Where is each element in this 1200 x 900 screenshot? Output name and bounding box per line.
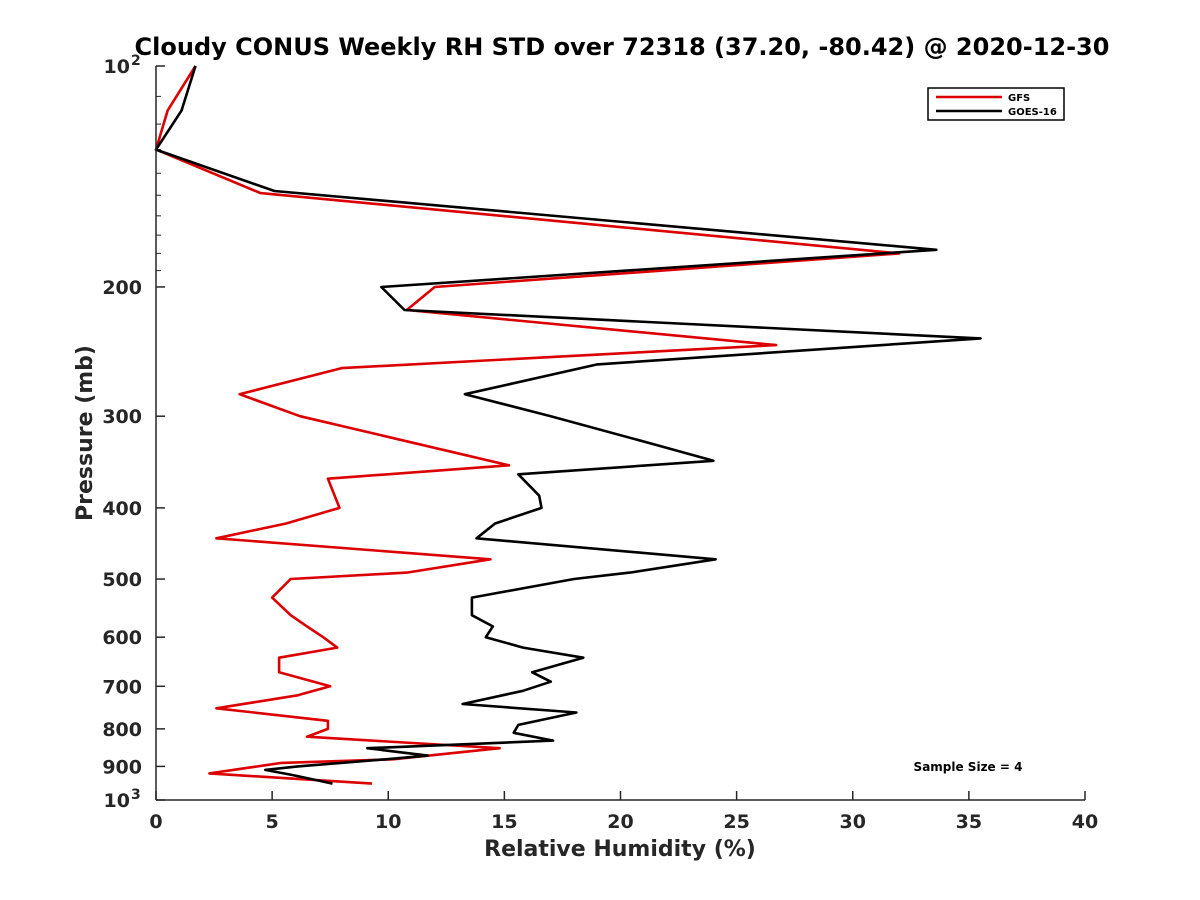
y-tick-label: 500 [102, 569, 142, 591]
plot-background [156, 66, 1085, 800]
x-tick-label: 40 [1072, 811, 1098, 833]
y-tick-label: 900 [102, 756, 142, 778]
legend-box [927, 87, 1065, 121]
x-axis-label: Relative Humidity (%) [484, 837, 756, 862]
x-tick-label: 15 [491, 811, 517, 833]
x-tick-label: 10 [375, 811, 401, 833]
legend: GFS GOES-16 [927, 87, 1065, 121]
plot-area [156, 66, 1085, 800]
x-axis-ticks: 0 5 10 15 20 25 30 35 40 [149, 791, 1098, 833]
sample-size-annotation: Sample Size = 4 [914, 760, 1023, 774]
y-tick-label: 400 [102, 498, 142, 520]
series-layer [154, 65, 982, 785]
y-tick-label: 800 [102, 719, 142, 741]
x-tick-label: 25 [723, 811, 749, 833]
y-tick-exponent: 2 [131, 53, 141, 69]
y-tick-exponent: 3 [131, 787, 141, 803]
x-tick-label: 0 [149, 811, 162, 833]
y-tick-label: 700 [102, 676, 142, 698]
axes-lines [155, 66, 1085, 801]
x-tick-label: 30 [840, 811, 866, 833]
y-tick-label: 10 [104, 790, 130, 812]
x-tick-label: 20 [607, 811, 633, 833]
x-tick-label: 5 [266, 811, 279, 833]
series-line-goes16 [154, 65, 982, 785]
x-tick-label: 35 [956, 811, 982, 833]
y-axis-label: Pressure (mb) [73, 345, 98, 521]
y-tick-label: 10 [104, 56, 130, 78]
chart-title: Cloudy CONUS Weekly RH STD over 72318 (3… [135, 33, 1110, 61]
y-tick-label: 300 [102, 406, 142, 428]
legend-label-goes16: GOES-16 [1008, 107, 1057, 118]
y-tick-label: 600 [102, 627, 142, 649]
y-tick-label: 200 [102, 277, 142, 299]
legend-label-gfs: GFS [1008, 93, 1030, 104]
